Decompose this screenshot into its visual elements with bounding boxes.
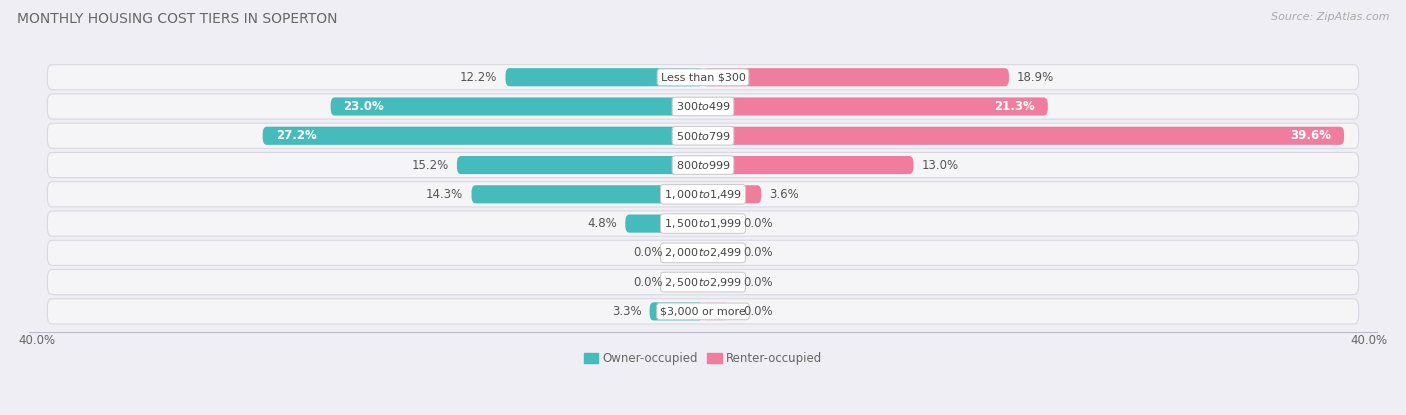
Text: 0.0%: 0.0% bbox=[744, 305, 773, 318]
FancyBboxPatch shape bbox=[703, 185, 761, 203]
Text: Source: ZipAtlas.com: Source: ZipAtlas.com bbox=[1271, 12, 1389, 22]
Text: 23.0%: 23.0% bbox=[343, 100, 384, 113]
FancyBboxPatch shape bbox=[471, 185, 703, 203]
Text: 4.8%: 4.8% bbox=[588, 217, 617, 230]
Text: 13.0%: 13.0% bbox=[921, 159, 959, 171]
FancyBboxPatch shape bbox=[263, 127, 703, 145]
Text: 0.0%: 0.0% bbox=[744, 217, 773, 230]
Text: $300 to $499: $300 to $499 bbox=[675, 100, 731, 112]
FancyBboxPatch shape bbox=[679, 273, 703, 291]
FancyBboxPatch shape bbox=[48, 182, 1358, 207]
Text: 0.0%: 0.0% bbox=[744, 247, 773, 259]
FancyBboxPatch shape bbox=[703, 98, 1047, 115]
Text: Less than $300: Less than $300 bbox=[661, 72, 745, 82]
FancyBboxPatch shape bbox=[506, 68, 703, 86]
Text: 39.6%: 39.6% bbox=[1291, 129, 1331, 142]
FancyBboxPatch shape bbox=[703, 215, 727, 233]
FancyBboxPatch shape bbox=[48, 152, 1358, 178]
Text: $1,500 to $1,999: $1,500 to $1,999 bbox=[664, 217, 742, 230]
Text: 18.9%: 18.9% bbox=[1017, 71, 1054, 84]
Text: 40.0%: 40.0% bbox=[18, 334, 55, 347]
FancyBboxPatch shape bbox=[457, 156, 703, 174]
FancyBboxPatch shape bbox=[48, 240, 1358, 266]
FancyBboxPatch shape bbox=[679, 244, 703, 262]
FancyBboxPatch shape bbox=[703, 156, 914, 174]
Text: 3.6%: 3.6% bbox=[769, 188, 799, 201]
Text: $2,000 to $2,499: $2,000 to $2,499 bbox=[664, 247, 742, 259]
FancyBboxPatch shape bbox=[703, 244, 727, 262]
Text: $1,000 to $1,499: $1,000 to $1,499 bbox=[664, 188, 742, 201]
Text: $2,500 to $2,999: $2,500 to $2,999 bbox=[664, 276, 742, 288]
FancyBboxPatch shape bbox=[48, 123, 1358, 148]
Text: 0.0%: 0.0% bbox=[633, 276, 662, 288]
Text: 3.3%: 3.3% bbox=[612, 305, 641, 318]
FancyBboxPatch shape bbox=[48, 269, 1358, 295]
Text: 15.2%: 15.2% bbox=[412, 159, 449, 171]
FancyBboxPatch shape bbox=[650, 302, 703, 320]
Text: 27.2%: 27.2% bbox=[276, 129, 316, 142]
Text: 0.0%: 0.0% bbox=[744, 276, 773, 288]
Legend: Owner-occupied, Renter-occupied: Owner-occupied, Renter-occupied bbox=[579, 348, 827, 370]
Text: 14.3%: 14.3% bbox=[426, 188, 464, 201]
Text: MONTHLY HOUSING COST TIERS IN SOPERTON: MONTHLY HOUSING COST TIERS IN SOPERTON bbox=[17, 12, 337, 27]
Text: 12.2%: 12.2% bbox=[460, 71, 498, 84]
FancyBboxPatch shape bbox=[48, 211, 1358, 236]
FancyBboxPatch shape bbox=[703, 68, 1010, 86]
FancyBboxPatch shape bbox=[330, 98, 703, 115]
FancyBboxPatch shape bbox=[48, 299, 1358, 324]
Text: 0.0%: 0.0% bbox=[633, 247, 662, 259]
Text: $500 to $799: $500 to $799 bbox=[675, 130, 731, 142]
FancyBboxPatch shape bbox=[626, 215, 703, 233]
Text: $3,000 or more: $3,000 or more bbox=[661, 306, 745, 316]
FancyBboxPatch shape bbox=[48, 94, 1358, 119]
FancyBboxPatch shape bbox=[703, 273, 727, 291]
Text: 40.0%: 40.0% bbox=[1351, 334, 1388, 347]
Text: $800 to $999: $800 to $999 bbox=[675, 159, 731, 171]
FancyBboxPatch shape bbox=[703, 302, 727, 320]
FancyBboxPatch shape bbox=[703, 127, 1344, 145]
FancyBboxPatch shape bbox=[48, 65, 1358, 90]
Text: 21.3%: 21.3% bbox=[994, 100, 1035, 113]
